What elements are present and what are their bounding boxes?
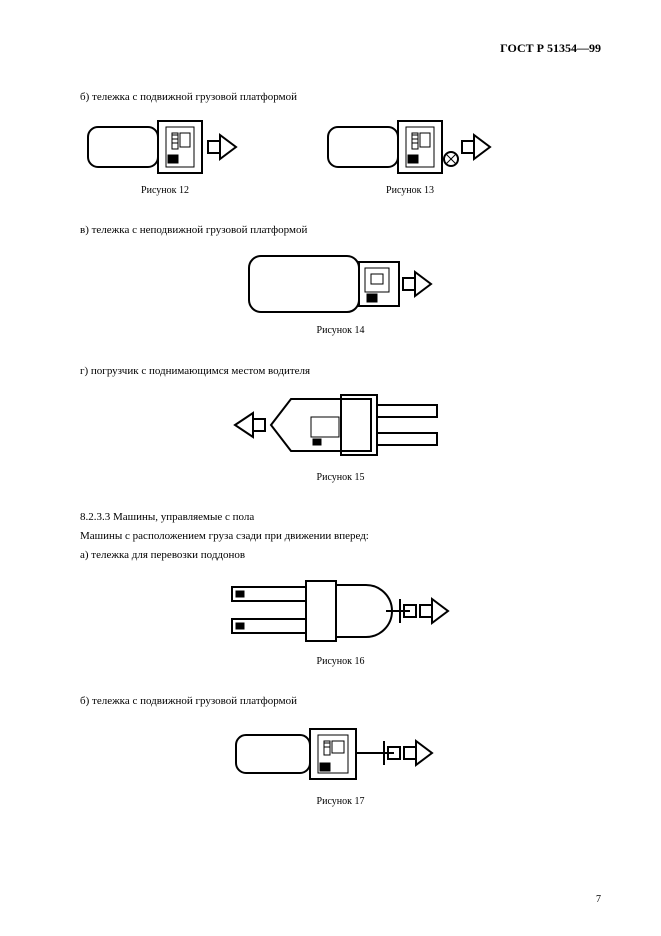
figure-12: Рисунок 12	[80, 115, 250, 198]
section-a2-title: а) тележка для перевозки поддонов	[80, 548, 601, 563]
figure-17: Рисунок 17	[226, 719, 456, 809]
section-b1: б) тележка с подвижной грузовой платформ…	[80, 90, 601, 201]
section-b2: б) тележка с подвижной грузовой платформ…	[80, 694, 601, 812]
section-b1-title: б) тележка с подвижной грузовой платформ…	[80, 90, 601, 105]
figure-15: Рисунок 15	[231, 389, 451, 485]
caption-fig14: Рисунок 14	[241, 324, 441, 338]
caption-fig16: Рисунок 16	[226, 655, 456, 669]
page: ГОСТ Р 51354—99 б) тележка с подвижной г…	[0, 0, 661, 936]
row-fig-12-13: Рисунок 12	[80, 109, 601, 202]
page-number: 7	[596, 893, 601, 907]
figure-16: Рисунок 16	[226, 573, 456, 669]
section-g-title: г) погрузчик с поднимающимся местом води…	[80, 364, 601, 379]
clause-heading: 8.2.3.3 Машины, управляемые с пола	[80, 510, 601, 525]
caption-fig15: Рисунок 15	[231, 471, 451, 485]
section-b2-title: б) тележка с подвижной грузовой платформ…	[80, 694, 601, 709]
section-v: в) тележка с неподвижной грузовой платфо…	[80, 223, 601, 341]
section-8233: 8.2.3.3 Машины, управляемые с пола Машин…	[80, 510, 601, 672]
caption-fig13: Рисунок 13	[320, 184, 500, 198]
clause-sub: Машины с расположением груза сзади при д…	[80, 529, 601, 544]
caption-fig12: Рисунок 12	[80, 184, 250, 198]
standard-code: ГОСТ Р 51354—99	[500, 40, 601, 56]
figure-13: Рисунок 13	[320, 115, 500, 198]
figure-14: Рисунок 14	[241, 248, 441, 338]
caption-fig17: Рисунок 17	[226, 795, 456, 809]
section-v-title: в) тележка с неподвижной грузовой платфо…	[80, 223, 601, 238]
section-g: г) погрузчик с поднимающимся местом води…	[80, 364, 601, 488]
